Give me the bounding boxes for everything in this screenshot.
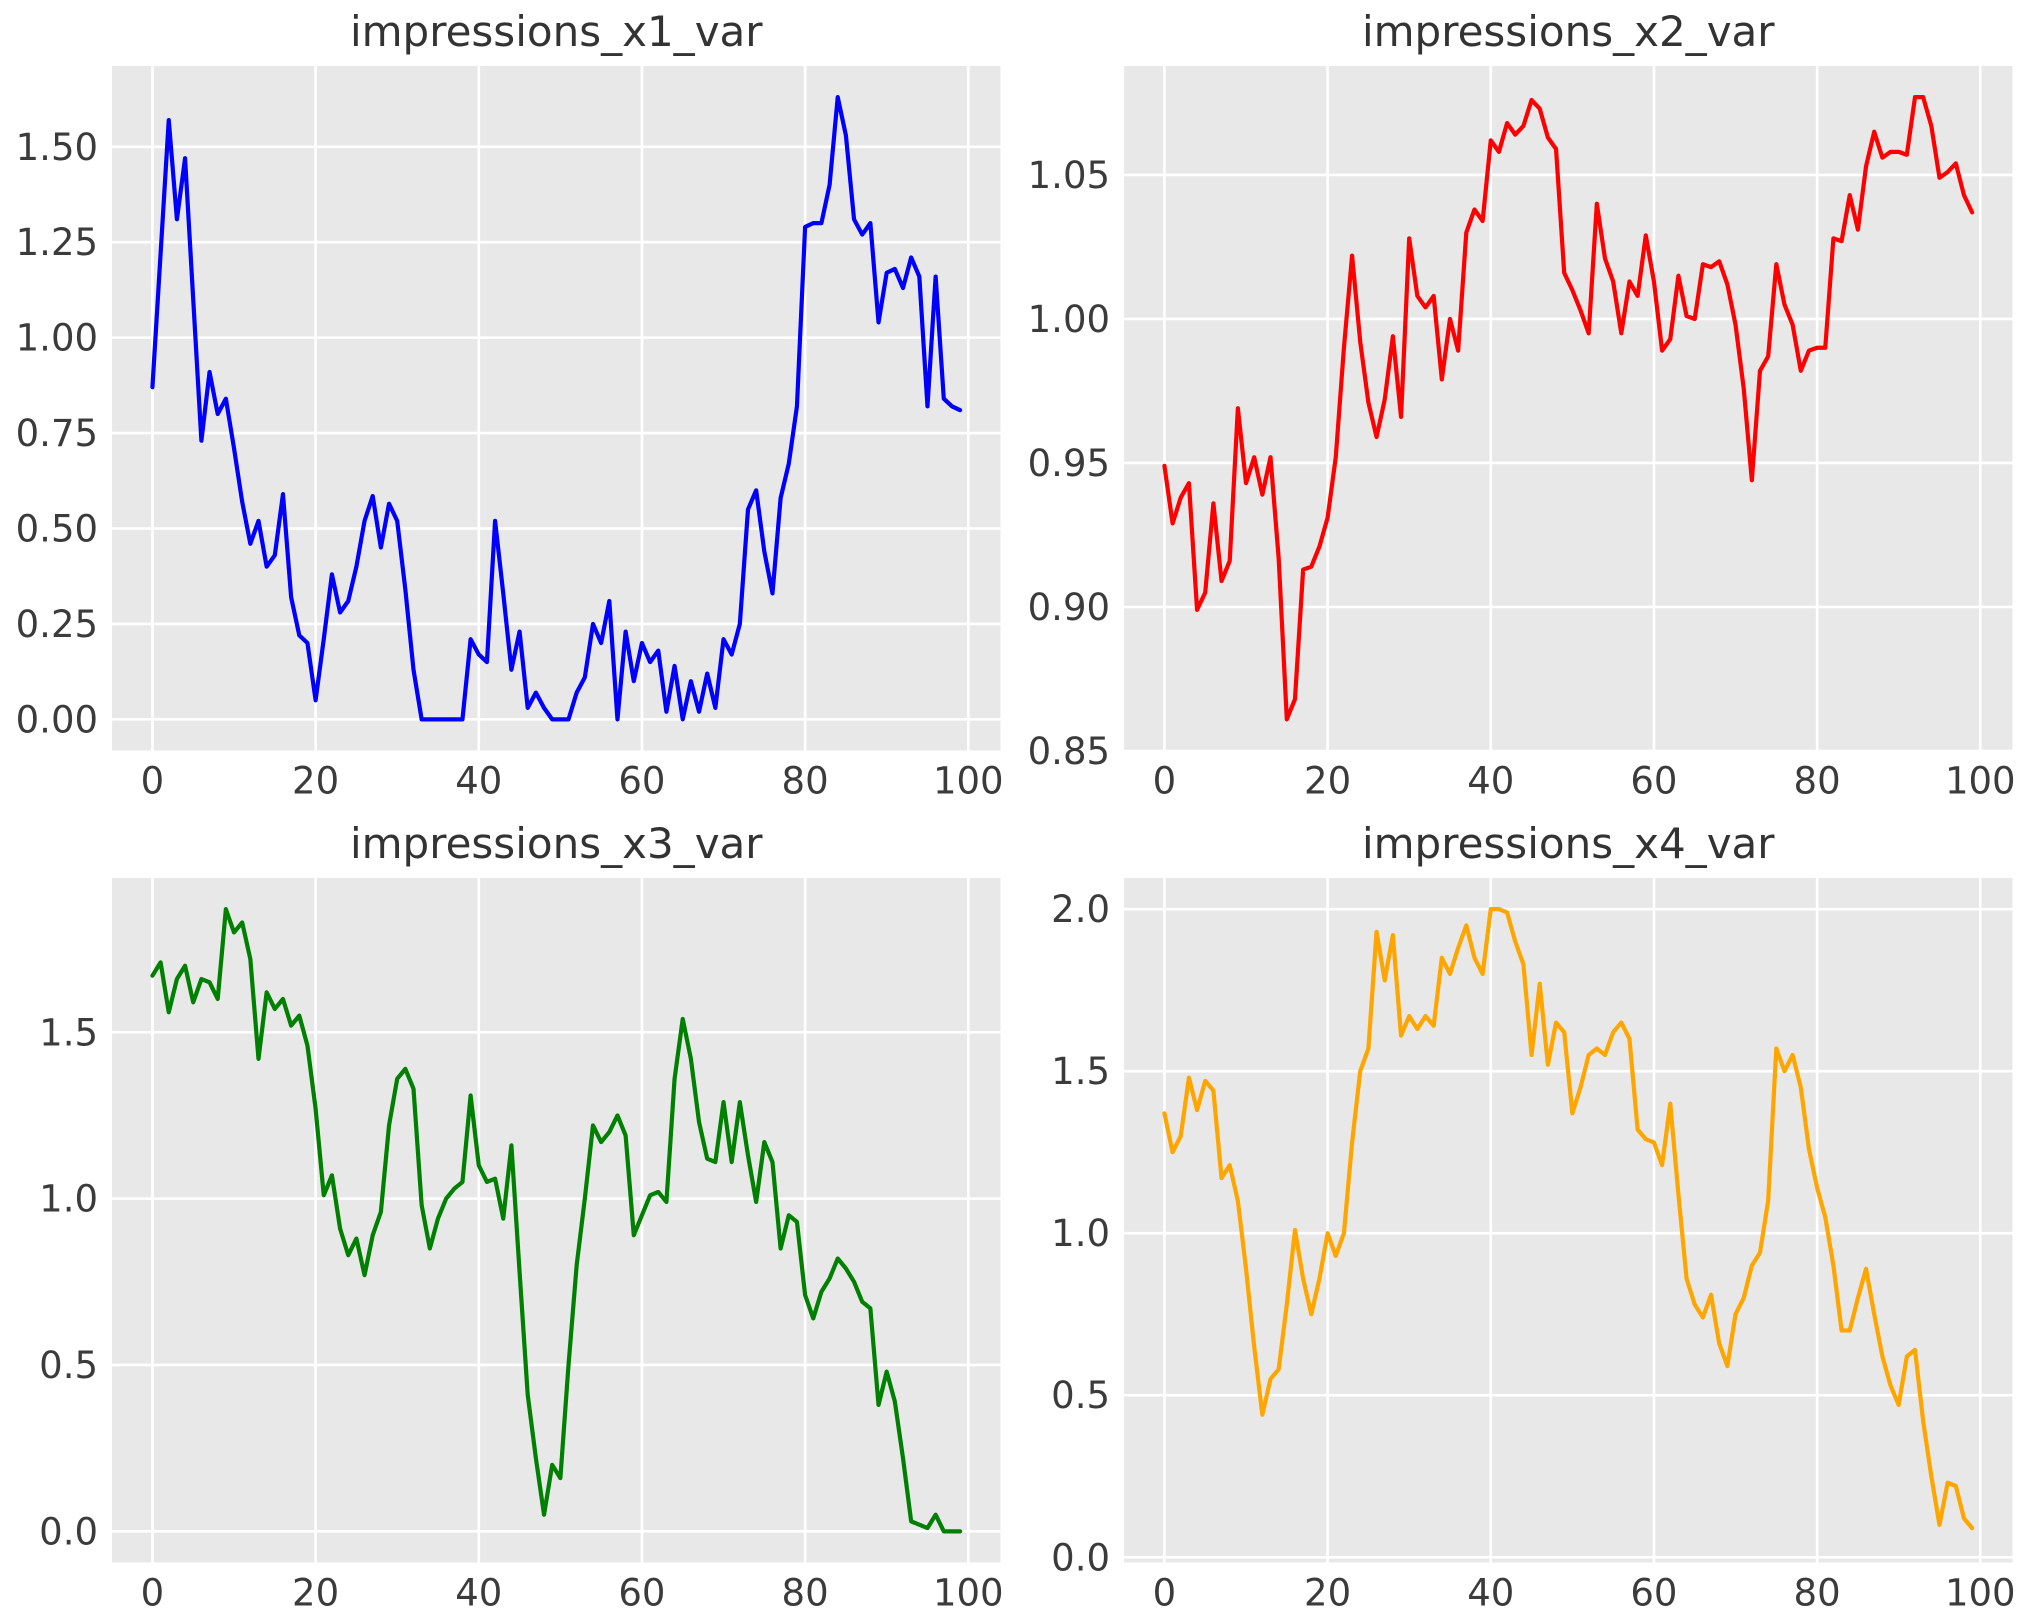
y-tick-label: 1.50 [16, 126, 98, 169]
y-tick-label: 0.00 [16, 698, 98, 741]
x-tick-label: 100 [1944, 1571, 2015, 1614]
x-tick-label: 20 [292, 759, 339, 802]
plot-area [112, 66, 1001, 751]
x-tick-label: 60 [1630, 1571, 1677, 1614]
x-tick-label: 20 [292, 1571, 339, 1614]
grid [112, 66, 1001, 751]
y-tick-label: 0.0 [1051, 1536, 1110, 1579]
y-tick-label: 0.90 [1027, 586, 1109, 629]
subplot-3: 0 20 40 60 80 100 0.0 0.5 1.0 1.5 impressions_x3_v… [0, 812, 1012, 1623]
y-tick-label: 2.0 [1051, 888, 1110, 931]
x-tick-label: 40 [1467, 1571, 1514, 1614]
plot-area [1123, 877, 2012, 1562]
y-tick-label: 0.85 [1027, 730, 1109, 773]
x-tick-label: 80 [1793, 759, 1840, 802]
chart-canvas: 0 20 40 60 80 100 0.0 0.5 1.0 1.5 2.0 impressions_x… [1051, 819, 2015, 1614]
x-tick-label: 40 [455, 1571, 502, 1614]
subplot-4: 0 20 40 60 80 100 0.0 0.5 1.0 1.5 2.0 impressions_x… [1012, 812, 2023, 1623]
y-tick-label: 1.0 [39, 1177, 98, 1220]
x-tick-label: 20 [1304, 759, 1351, 802]
x-tick-label: 100 [1944, 759, 2015, 802]
x-tick-label: 0 [1152, 1571, 1176, 1614]
x-tick-label: 80 [782, 1571, 829, 1614]
chart-canvas: 0 20 40 60 80 100 0.0 0.5 1.0 1.5 impressions_x3_v… [39, 819, 1004, 1614]
x-tick-label: 80 [782, 759, 829, 802]
subplot-1: 0 20 40 60 80 100 0.00 0.25 0.50 0.75 1.00 1.25 1.50… [0, 0, 1012, 812]
x-tick-label: 40 [1467, 759, 1514, 802]
y-tick-label: 1.05 [1027, 154, 1109, 197]
chart-title: impressions_x4_var [1361, 819, 1774, 868]
y-tick-label: 1.25 [16, 221, 98, 264]
x-tick-label: 100 [933, 759, 1004, 802]
series-line [150, 95, 963, 722]
y-tick-label: 0.5 [1051, 1374, 1110, 1417]
y-tick-label: 1.0 [1051, 1212, 1110, 1255]
y-tick-label: 1.00 [16, 317, 98, 360]
grid [1123, 877, 2012, 1562]
y-tick-label: 1.00 [1027, 298, 1109, 341]
series-line [150, 906, 963, 1533]
chart-title: impressions_x2_var [1361, 7, 1774, 56]
y-tick-label: 0.50 [16, 507, 98, 550]
x-tick-label: 60 [618, 1571, 665, 1614]
y-tick-label: 0.5 [39, 1343, 98, 1386]
series-line [1161, 95, 1974, 722]
y-tick-label: 1.5 [39, 1011, 98, 1054]
x-tick-label: 20 [1304, 1571, 1351, 1614]
grid [1123, 66, 2012, 753]
plot-area [112, 877, 1001, 1562]
plot-area [1123, 66, 2012, 751]
x-tick-label: 0 [141, 1571, 165, 1614]
y-tick-label: 0.25 [16, 603, 98, 646]
x-tick-label: 80 [1793, 1571, 1840, 1614]
chart-canvas: 0 20 40 60 80 100 0.00 0.25 0.50 0.75 1.00 1.25 1.50… [16, 7, 1004, 802]
chart-title: impressions_x3_var [350, 819, 763, 868]
y-tick-label: 0.95 [1027, 442, 1109, 485]
x-tick-label: 0 [1152, 759, 1176, 802]
subplot-2: 0 20 40 60 80 100 0.85 0.90 0.95 1.00 1.05 impressi… [1012, 0, 2023, 812]
y-tick-label: 0.0 [39, 1510, 98, 1553]
y-tick-label: 0.75 [16, 412, 98, 455]
chart-canvas: 0 20 40 60 80 100 0.85 0.90 0.95 1.00 1.05 impressi… [1027, 7, 2015, 802]
chart-title: impressions_x1_var [350, 7, 763, 56]
x-tick-label: 0 [141, 759, 165, 802]
series-line [1161, 906, 1974, 1530]
x-tick-label: 40 [455, 759, 502, 802]
x-tick-label: 100 [933, 1571, 1004, 1614]
x-tick-label: 60 [618, 759, 665, 802]
x-tick-label: 60 [1630, 759, 1677, 802]
y-tick-label: 1.5 [1051, 1050, 1110, 1093]
